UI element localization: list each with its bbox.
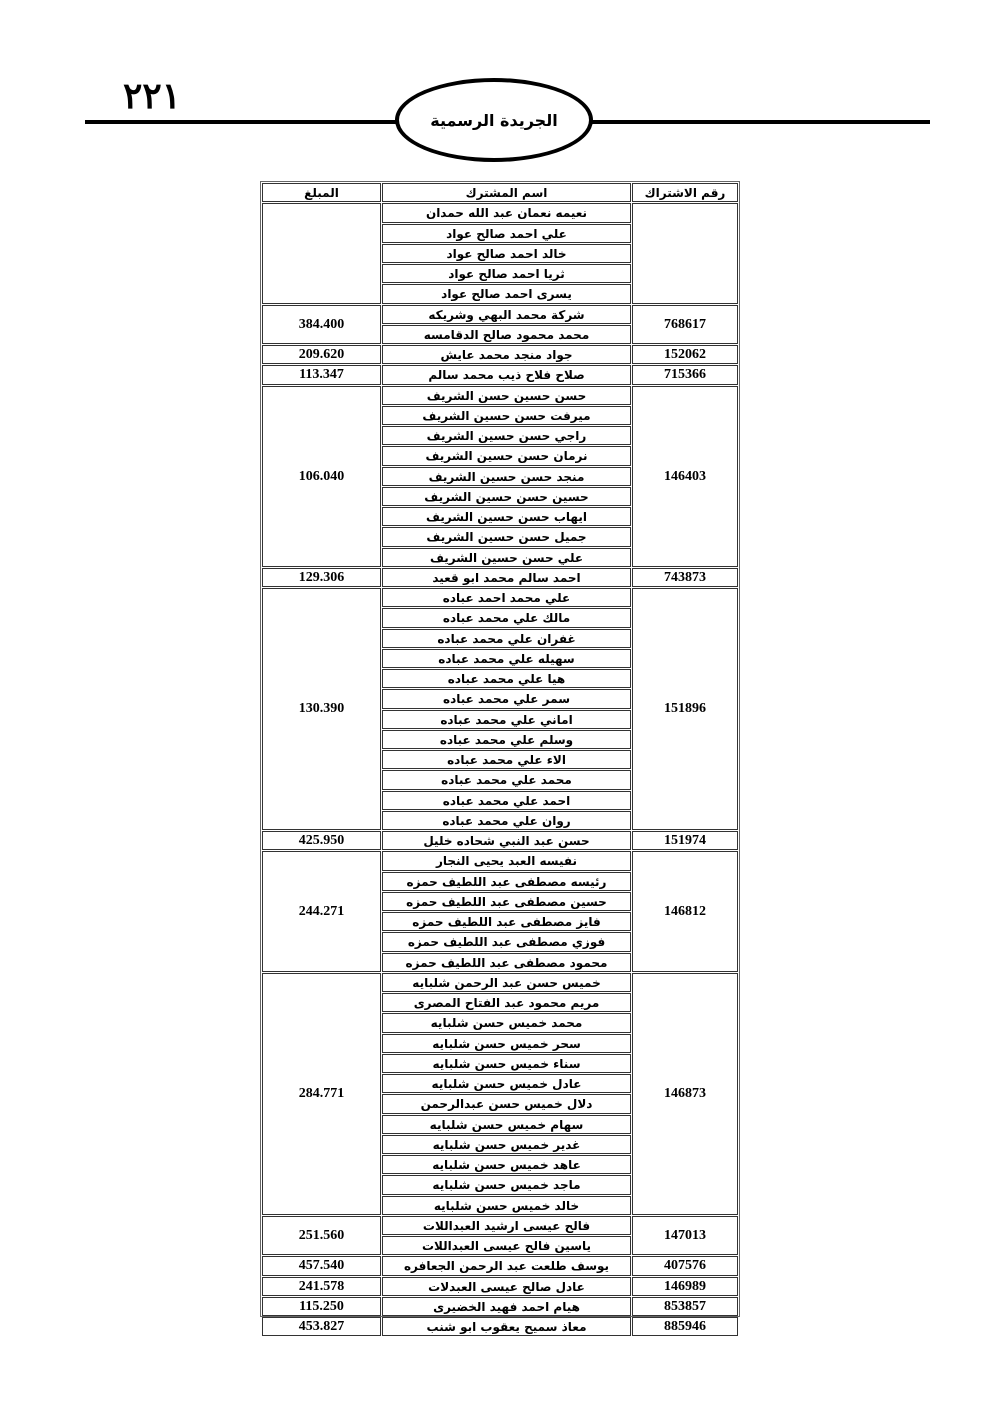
amount-cell: 425.950 (262, 831, 381, 850)
subscriber-name-cell: دلال خميس حسن عبدالرحمن (382, 1094, 631, 1114)
account-number-cell: 146812 (632, 851, 738, 972)
subscriber-name-cell: جواد منجد محمد عايش (382, 345, 631, 364)
subscriber-name-cell: حسين مصطفى عبد اللطيف حمزه (382, 892, 631, 911)
subscriber-name-cell: شركة محمد البهي وشريكه (382, 305, 631, 324)
subscriber-name-cell: هيام احمد فهيد الخضيرى (382, 1297, 631, 1316)
account-number-cell: 768617 (632, 305, 738, 344)
amount-cell: 113.347 (262, 365, 381, 385)
subscriber-name-cell: روان علي محمد عباده (382, 811, 631, 830)
subscriber-name-cell: خالد خميس حسن شلبايه (382, 1196, 631, 1215)
subscriber-name-cell: منجد حسن حسين الشريف (382, 467, 631, 486)
account-number-cell: 146873 (632, 973, 738, 1215)
page-number: ٢٢١ (122, 75, 181, 117)
subscriber-name-cell: نعيمه نعمان عبد الله حمدان (382, 203, 631, 223)
subscriber-name-cell: فايز مصطفى عبد اللطيف حمزه (382, 912, 631, 931)
subscriber-name-cell: سهيله علي محمد عباده (382, 649, 631, 668)
subscriber-name-cell: حسن حسين حسن الشريف (382, 386, 631, 405)
account-number-cell: 151896 (632, 588, 738, 830)
subscriber-name-cell: غدير خميس حسن شلبايه (382, 1135, 631, 1154)
account-number-cell: 715366 (632, 365, 738, 385)
subscriber-name-cell: ميرفت حسن حسين الشريف (382, 406, 631, 425)
subscriber-name-cell: ايهاب حسن حسين الشريف (382, 507, 631, 526)
account-number-cell: 152062 (632, 345, 738, 364)
subscriber-name-cell: حسين حسن حسين الشريف (382, 487, 631, 506)
subscriber-name-cell: سناء خميس حسن شلبايه (382, 1054, 631, 1073)
subscriber-name-cell: سمر علي محمد عباده (382, 689, 631, 709)
subscriber-name-cell: سحر خميس حسن شلبايه (382, 1034, 631, 1053)
amount-cell: 457.540 (262, 1256, 381, 1276)
amount-cell: 241.578 (262, 1277, 381, 1296)
account-number-cell: 151974 (632, 831, 738, 850)
subscriber-name-cell: علي حسن حسين الشريف (382, 548, 631, 567)
amount-cell: 384.400 (262, 305, 381, 344)
subscriber-name-cell: ثريا احمد صالح عواد (382, 264, 631, 283)
subscriber-name-cell: يسرى احمد صالح عواد (382, 284, 631, 304)
amount-cell: 209.620 (262, 345, 381, 364)
subscriber-name-cell: خميس حسن عبد الرحمن شلبايه (382, 973, 631, 992)
amount-cell: 251.560 (262, 1216, 381, 1255)
subscriber-name-cell: غفران علي محمد عباده (382, 629, 631, 648)
amount-cell: 244.271 (262, 851, 381, 972)
subscriber-name-cell: راجي حسن حسين الشريف (382, 426, 631, 445)
subscriber-name-cell: علي احمد صالح عواد (382, 224, 631, 243)
amount-cell: 115.250 (262, 1297, 381, 1316)
amount-cell: 106.040 (262, 386, 381, 567)
column-header-name: اسم المشترك (382, 183, 631, 202)
amount-cell: 130.390 (262, 588, 381, 830)
subscriber-name-cell: سهام خميس حسن شلبايه (382, 1115, 631, 1134)
subscriber-name-cell: ماجد خميس حسن شلبايه (382, 1175, 631, 1195)
account-number-cell (632, 203, 738, 304)
subscriber-name-cell: محمد علي محمد عباده (382, 770, 631, 790)
amount-cell (262, 203, 381, 304)
amount-cell: 129.306 (262, 568, 381, 587)
account-number-cell: 743873 (632, 568, 738, 587)
subscriber-name-cell: خالد احمد صالح عواد (382, 244, 631, 263)
account-number-cell: 146403 (632, 386, 738, 567)
subscriber-name-cell: جميل حسن حسين الشريف (382, 527, 631, 547)
subscriber-name-cell: عاهد خميس حسن شلبايه (382, 1155, 631, 1174)
subscriber-name-cell: محمود مصطفى عبد اللطيف حمزه (382, 953, 631, 972)
subscriber-name-cell: احمد سالم محمد ابو قعيد (382, 568, 631, 587)
subscriber-name-cell: حسن عبد النبي شحاده خليل (382, 831, 631, 850)
subscriber-name-cell: مريم محمود عبد الفتاح المصرى (382, 993, 631, 1012)
subscriber-name-cell: هيا علي محمد عباده (382, 669, 631, 688)
subscriber-name-cell: صلاح فلاح ذيب محمد سالم (382, 365, 631, 385)
subscribers-table: رقم الاشتراك اسم المشترك المبلغ نعيمه نع… (260, 181, 740, 1336)
subscriber-name-cell: نفيسه العبد يحيى النجار (382, 851, 631, 871)
subscriber-name-cell: علي محمد احمد عباده (382, 588, 631, 607)
account-number-cell: 146989 (632, 1277, 738, 1296)
account-number-cell: 407576 (632, 1256, 738, 1276)
subscriber-name-cell: احمد علي محمد عباده (382, 791, 631, 810)
subscriber-name-cell: رئيسه مصطفى عبد اللطيف حمزه (382, 872, 631, 891)
subscriber-name-cell: محمد خميس حسن شلبايه (382, 1013, 631, 1033)
column-header-amount: المبلغ (262, 183, 381, 202)
subscriber-name-cell: ياسين فالح عيسى العبداللات (382, 1236, 631, 1255)
subscriber-name-cell: فوزي مصطفى عبد اللطيف حمزه (382, 932, 631, 952)
subscriber-name-cell: فالح عيسى ارشيد العبداللات (382, 1216, 631, 1235)
amount-cell: 284.771 (262, 973, 381, 1215)
subscriber-name-cell: اماني علي محمد عباده (382, 710, 631, 729)
account-number-cell: 885946 (632, 1317, 738, 1336)
subscriber-name-cell: محمد محمود صالح الدقامسه (382, 325, 631, 344)
subscriber-name-cell: نرمان حسن حسين الشريف (382, 446, 631, 466)
publication-title: الجريدة الرسمية (430, 110, 558, 130)
subscriber-name-cell: عادل خميس حسن شلبايه (382, 1074, 631, 1093)
column-header-account: رقم الاشتراك (632, 183, 738, 202)
amount-cell: 453.827 (262, 1317, 381, 1336)
subscriber-name-cell: مالك علي محمد عباده (382, 608, 631, 628)
publication-title-oval: الجريدة الرسمية (395, 78, 593, 162)
account-number-cell: 147013 (632, 1216, 738, 1255)
account-number-cell: 853857 (632, 1297, 738, 1316)
subscriber-name-cell: الاء علي محمد عباده (382, 750, 631, 769)
subscriber-name-cell: معاذ سميح يعقوب ابو شنب (382, 1317, 631, 1336)
subscriber-name-cell: يوسف طلعت عبد الرحمن الجعافره (382, 1256, 631, 1276)
subscriber-name-cell: وسلم علي محمد عباده (382, 730, 631, 749)
subscriber-name-cell: عادل صالح عيسى العبدلات (382, 1277, 631, 1296)
